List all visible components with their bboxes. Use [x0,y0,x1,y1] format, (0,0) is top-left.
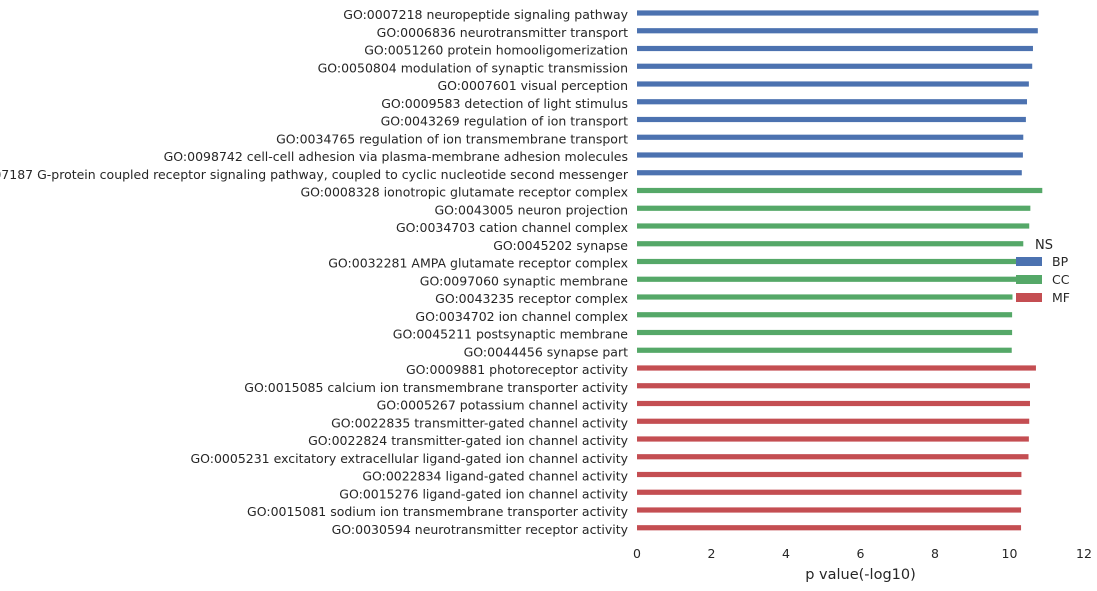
x-tick-label: 12 [1076,546,1092,561]
x-tick-labels-layer: 0 2 4 6 8 10 12 [633,546,1092,561]
bar-mf-30 [637,525,1022,531]
category-label: GO:0043005 neuron projection [434,202,628,217]
bar-mf-24 [637,418,1030,424]
x-tick-label: 0 [633,546,641,561]
legend-label-cc: CC [1052,272,1070,287]
bar-bp-6 [637,99,1028,105]
category-label: GO:0007187 G-protein coupled receptor si… [0,167,629,182]
bar-mf-29 [637,507,1022,513]
bar-mf-26 [637,454,1029,460]
bar-mf-28 [637,489,1022,495]
category-label: GO:0050804 modulation of synaptic transm… [318,60,628,75]
category-label: GO:0005267 potassium channel activity [377,398,629,413]
legend-title: NS [1035,238,1053,253]
category-label: GO:0044456 synapse part [464,344,628,359]
x-tick-label: 6 [857,546,865,561]
bar-cc-15 [637,258,1020,265]
category-label: GO:0043235 receptor complex [435,291,628,306]
category-label: GO:0022824 transmitter-gated ion channel… [308,433,629,448]
category-label: GO:0005231 excitatory extracellular liga… [190,451,628,466]
category-label: GO:0022834 ligand-gated channel activity [362,469,628,484]
category-label: GO:0008328 ionotropic glutamate receptor… [301,185,629,200]
legend-label-bp: BP [1052,254,1069,269]
category-label: GO:0097060 synaptic membrane [420,273,629,288]
x-tick-label: 2 [708,546,716,561]
category-label: GO:0007218 neuropeptide signaling pathwa… [343,7,628,22]
bar-cc-12 [637,205,1031,211]
category-label: GO:0007601 visual perception [437,78,628,93]
bar-cc-20 [637,347,1012,353]
bar-mf-27 [637,471,1022,478]
bar-mf-22 [637,383,1030,389]
bar-bp-1 [637,10,1039,16]
legend-swatch-cc [1016,275,1042,284]
bar-mf-25 [637,436,1029,442]
category-label: GO:0022835 transmitter-gated channel act… [331,415,628,430]
category-label: GO:0009583 detection of light stimulus [381,96,628,111]
bar-bp-4 [637,63,1033,69]
bar-cc-13 [637,223,1030,229]
x-tick-label: 4 [782,546,790,561]
legend-swatch-mf [1016,293,1042,302]
bar-cc-19 [637,329,1013,336]
category-label: GO:0032281 AMPA glutamate receptor compl… [328,256,628,271]
category-label: GO:0015276 ligand-gated ion channel acti… [339,486,628,501]
bar-cc-18 [637,312,1013,318]
x-tick-label: 8 [931,546,939,561]
legend-swatch-bp [1016,257,1042,266]
category-label: GO:0030594 neurotransmitter receptor act… [332,522,629,537]
category-label: GO:0006836 neurotransmitter transport [377,25,628,40]
category-label: GO:0034702 ion channel complex [415,309,628,324]
category-labels-layer: GO:0007218 neuropeptide signaling pathwa… [0,7,629,537]
x-axis-label: p value(-log10) [805,567,916,583]
category-label: GO:0051260 protein homooligomerization [364,43,628,58]
category-label: GO:0043269 regulation of ion transport [381,114,629,129]
bar-cc-14 [637,241,1024,247]
legend: NS BP CC MF [1016,238,1070,305]
bar-cc-16 [637,276,1020,282]
bar-mf-23 [637,400,1030,407]
bars-layer [637,10,1043,531]
bar-mf-21 [637,365,1036,371]
category-label: GO:0015085 calcium ion transmembrane tra… [244,380,628,395]
category-label: GO:0098742 cell-cell adhesion via plasma… [164,149,628,164]
category-label: GO:0015081 sodium ion transmembrane tran… [247,504,629,519]
category-label: GO:0045202 synapse [493,238,628,253]
bar-bp-9 [637,152,1023,158]
bar-bp-5 [637,81,1029,87]
category-label: GO:0034765 regulation of ion transmembra… [276,131,628,146]
category-label: GO:0009881 photoreceptor activity [406,362,629,377]
legend-label-mf: MF [1052,290,1070,305]
bar-bp-10 [637,170,1022,176]
bar-bp-8 [637,134,1024,140]
x-tick-label: 10 [1002,546,1018,561]
bar-cc-17 [637,294,1013,300]
category-label: GO:0045211 postsynaptic membrane [393,327,629,342]
bar-cc-11 [637,187,1043,194]
bar-bp-7 [637,116,1026,123]
category-label: GO:0034703 cation channel complex [396,220,628,235]
bar-bp-2 [637,28,1038,34]
bar-bp-3 [637,45,1033,52]
